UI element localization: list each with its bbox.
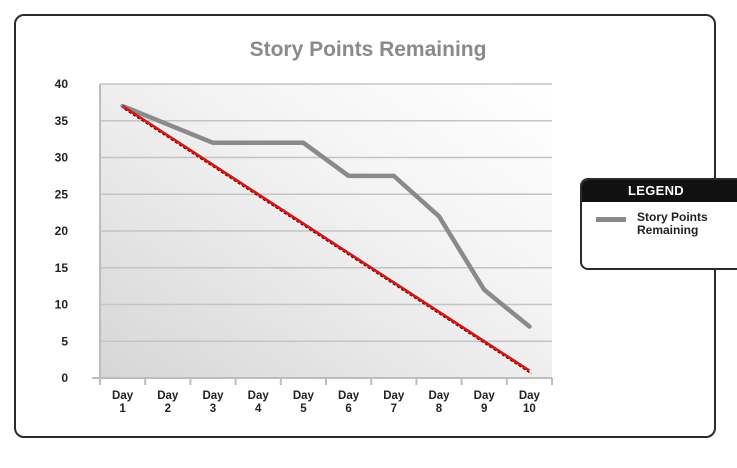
x-tick-label: Day 5	[293, 390, 315, 415]
series-line-story-points	[120, 103, 532, 329]
legend: LEGEND Story Points Remaining	[580, 178, 737, 270]
x-tick-label: Day 6	[338, 390, 360, 415]
x-tick-label: Day 9	[474, 390, 496, 415]
x-tick-label: Day 3	[202, 390, 224, 415]
x-tick-label: Day 7	[383, 390, 405, 415]
y-tick-label: 25	[55, 187, 69, 201]
x-tick-label: Day 4	[248, 390, 270, 415]
y-tick-label: 10	[55, 298, 69, 312]
x-tick-label: Day 10	[519, 390, 541, 415]
y-tick-label: 20	[55, 224, 69, 238]
y-tick-label: 15	[55, 261, 69, 275]
x-tick-label: Day 2	[157, 390, 179, 415]
ideal-line-shadow	[124, 108, 532, 375]
legend-title: LEGEND	[582, 180, 737, 202]
y-tick-label: 40	[55, 77, 69, 91]
chart-title: Story Points Remaining	[250, 38, 487, 61]
ideal-burndown-line	[121, 104, 531, 372]
x-tick-label: Day 1	[112, 390, 134, 415]
legend-label: Story Points Remaining	[637, 210, 708, 237]
x-tick-label: Day 8	[428, 390, 450, 415]
y-tick-label: 5	[61, 334, 68, 348]
legend-swatch	[596, 217, 626, 222]
y-tick-label: 0	[61, 371, 68, 385]
y-tick-label: 35	[55, 114, 69, 128]
y-tick-label: 30	[55, 151, 69, 165]
